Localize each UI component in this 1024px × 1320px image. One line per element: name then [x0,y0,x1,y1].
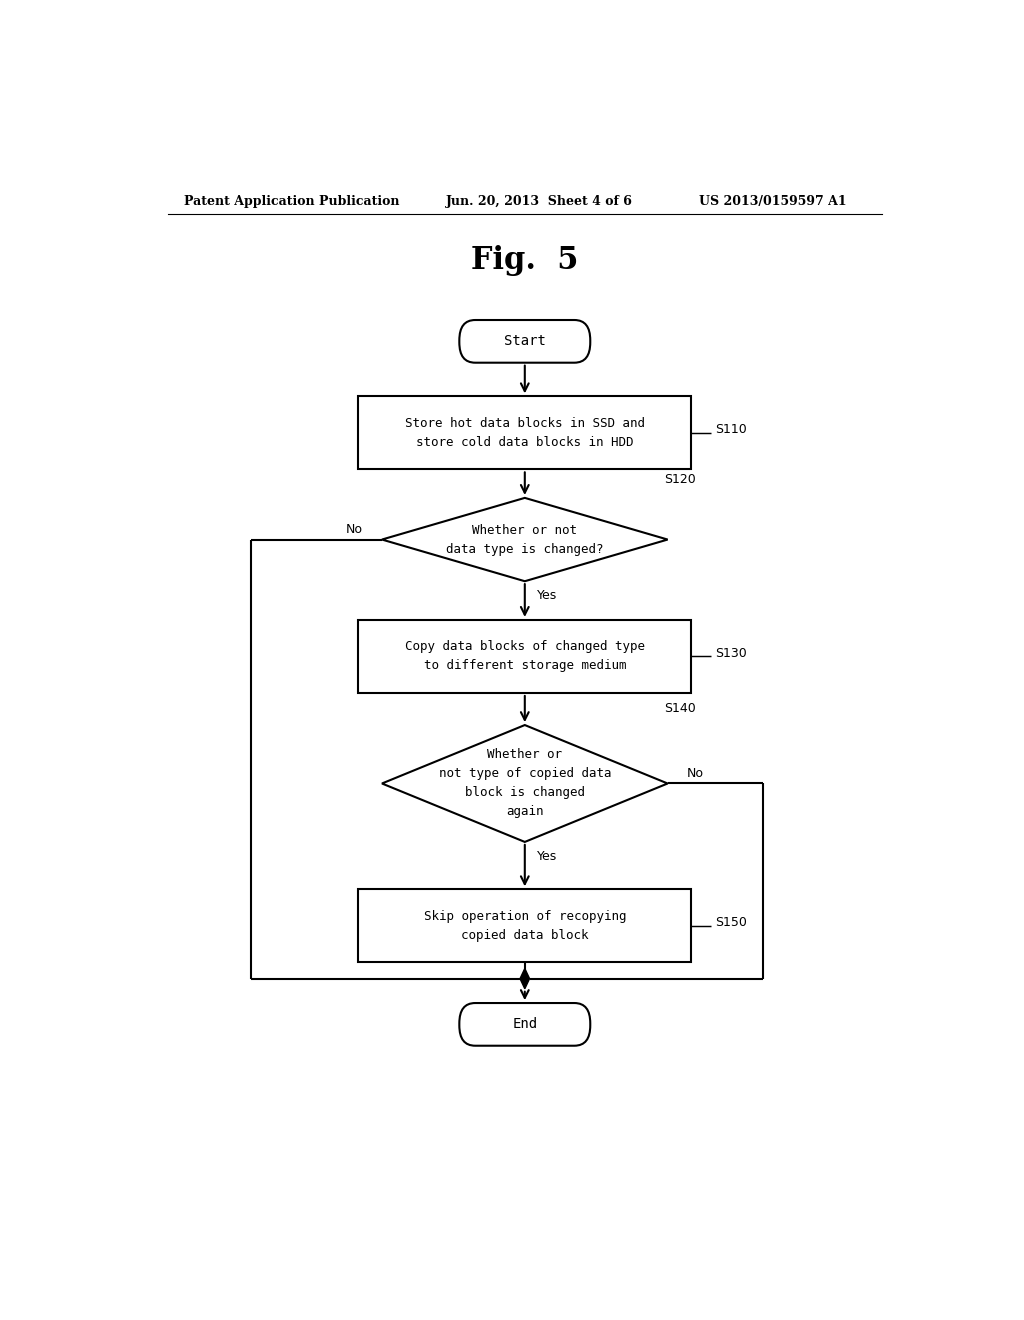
Text: No: No [346,523,362,536]
Text: Jun. 20, 2013  Sheet 4 of 6: Jun. 20, 2013 Sheet 4 of 6 [445,194,632,207]
Text: Yes: Yes [537,589,557,602]
Text: Copy data blocks of changed type
to different storage medium: Copy data blocks of changed type to diff… [404,640,645,672]
Text: Start: Start [504,334,546,348]
Polygon shape [520,969,529,989]
Text: S130: S130 [715,647,748,660]
Text: US 2013/0159597 A1: US 2013/0159597 A1 [699,194,847,207]
Polygon shape [382,498,668,581]
Bar [358,890,691,962]
Text: S140: S140 [664,702,695,715]
FancyBboxPatch shape [460,319,590,363]
Text: Patent Application Publication: Patent Application Publication [183,194,399,207]
Text: Store hot data blocks in SSD and
store cold data blocks in HDD: Store hot data blocks in SSD and store c… [404,417,645,449]
Text: Skip operation of recopying
copied data block: Skip operation of recopying copied data … [424,909,626,941]
Bar [358,396,691,470]
Text: End: End [512,1018,538,1031]
Text: S120: S120 [664,473,695,486]
Text: S110: S110 [715,424,748,437]
Text: Whether or not
data type is changed?: Whether or not data type is changed? [446,524,603,556]
Text: Yes: Yes [537,850,557,863]
FancyBboxPatch shape [460,1003,590,1045]
Text: S150: S150 [715,916,748,929]
Bar [358,620,691,693]
Text: Fig.  5: Fig. 5 [471,244,579,276]
Polygon shape [382,725,668,842]
Text: No: No [687,767,703,780]
Text: Whether or
not type of copied data
block is changed
again: Whether or not type of copied data block… [438,748,611,818]
